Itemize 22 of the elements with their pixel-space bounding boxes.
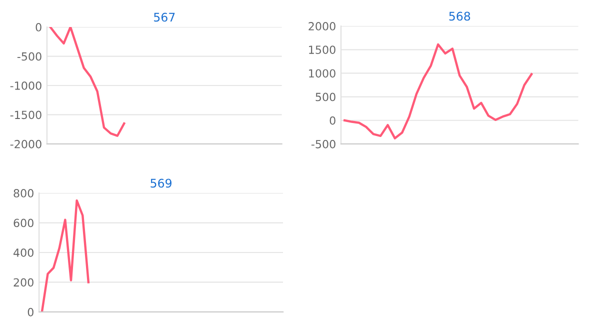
line-series (40, 199, 90, 312)
y-tick-label: 800 (14, 189, 34, 198)
y-tick-label: -1000 (10, 81, 42, 90)
y-tick-label: 1500 (309, 46, 336, 54)
y-tick-label: 0 (36, 23, 42, 32)
y-tick-label: 500 (316, 92, 336, 102)
y-tick-label: 1000 (309, 69, 336, 78)
y-tick-label: -2000 (10, 140, 42, 148)
y-tick-label: 0 (28, 308, 34, 316)
chart-title: 567 (154, 12, 175, 22)
line-series (49, 27, 126, 137)
y-tick-label: 400 (14, 248, 34, 257)
chart-title: 568 (449, 12, 470, 21)
line-series (343, 43, 533, 140)
y-tick-label: -500 (311, 140, 336, 148)
y-tick-label: -500 (17, 52, 42, 61)
y-tick-label: 200 (14, 278, 34, 287)
y-tick-label: -1500 (10, 110, 42, 120)
chart-title: 569 (150, 178, 172, 188)
y-tick-label: 600 (14, 218, 34, 228)
y-tick-label: 2000 (308, 22, 336, 30)
y-tick-label: 0 (330, 116, 336, 125)
